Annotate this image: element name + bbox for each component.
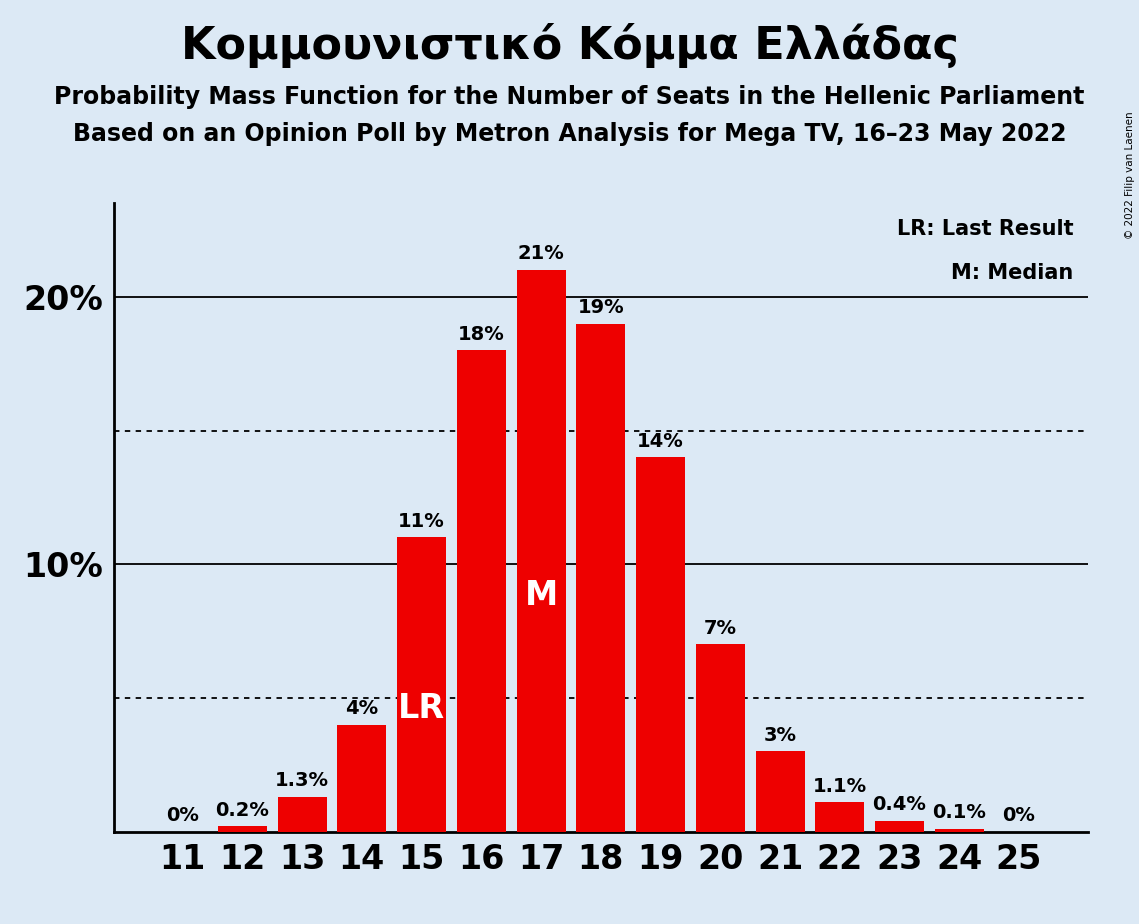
Text: 21%: 21% <box>518 245 565 263</box>
Text: 0.1%: 0.1% <box>933 803 986 822</box>
Bar <box>337 724 386 832</box>
Bar <box>576 323 625 832</box>
Text: Based on an Opinion Poll by Metron Analysis for Mega TV, 16–23 May 2022: Based on an Opinion Poll by Metron Analy… <box>73 122 1066 146</box>
Text: 19%: 19% <box>577 298 624 317</box>
Text: © 2022 Filip van Laenen: © 2022 Filip van Laenen <box>1125 111 1134 238</box>
Text: Probability Mass Function for the Number of Seats in the Hellenic Parliament: Probability Mass Function for the Number… <box>55 85 1084 109</box>
Text: 1.1%: 1.1% <box>813 776 867 796</box>
Bar <box>696 644 745 832</box>
Text: LR: LR <box>398 691 445 724</box>
Text: 1.3%: 1.3% <box>276 772 329 790</box>
Bar <box>636 457 685 832</box>
Text: 4%: 4% <box>345 699 378 718</box>
Text: 0.4%: 0.4% <box>872 796 926 814</box>
Bar <box>457 350 506 832</box>
Bar <box>816 802 865 832</box>
Bar <box>398 538 446 832</box>
Bar <box>875 821 924 832</box>
Text: 14%: 14% <box>637 432 683 451</box>
Bar <box>755 751 804 832</box>
Text: 0.2%: 0.2% <box>215 800 269 820</box>
Text: M: Median: M: Median <box>951 263 1073 283</box>
Text: LR: Last Result: LR: Last Result <box>896 219 1073 239</box>
Text: M: M <box>524 579 558 613</box>
Bar <box>935 829 984 832</box>
Text: 18%: 18% <box>458 324 505 344</box>
Text: 3%: 3% <box>763 725 796 745</box>
Text: 0%: 0% <box>1002 806 1035 825</box>
Text: Κομμουνιστικό Κόμμα Ελλάδας: Κομμουνιστικό Κόμμα Ελλάδας <box>181 23 958 68</box>
Text: 11%: 11% <box>399 512 445 530</box>
Bar <box>278 796 327 832</box>
Bar <box>517 270 566 832</box>
Text: 0%: 0% <box>166 806 199 825</box>
Text: 7%: 7% <box>704 619 737 638</box>
Bar <box>218 826 267 832</box>
